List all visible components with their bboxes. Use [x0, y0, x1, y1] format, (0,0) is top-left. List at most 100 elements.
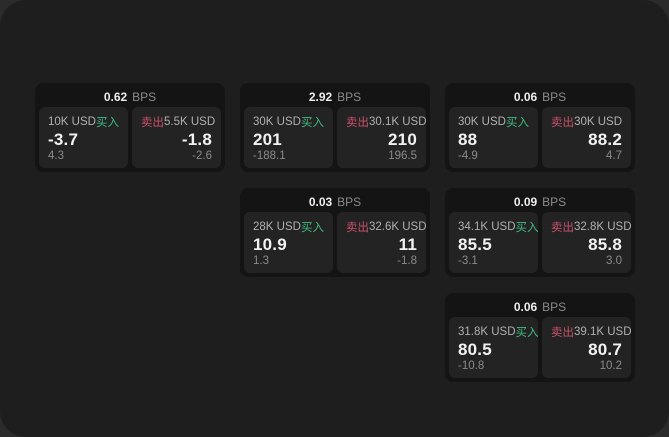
panels: 30K USD 买入 88 -4.9 卖出 30K USD 88.2 4.7: [449, 107, 631, 168]
buy-delta: -10.8: [458, 360, 485, 372]
sell-delta: 10.2: [599, 360, 622, 372]
panels: 31.8K USD 买入 80.5 -10.8 卖出 39.1K USD 80.…: [449, 317, 632, 378]
sell-delta: -2.6: [192, 150, 212, 162]
sell-side-label: 卖出: [346, 117, 369, 129]
sell-panel[interactable]: 卖出 32.6K USD 11 -1.8: [337, 212, 427, 273]
sell-panel[interactable]: 卖出 5.5K USD -1.8 -2.6: [132, 107, 221, 168]
sell-amount-label: 32.8K USD: [574, 221, 632, 233]
buy-delta: -188.1: [253, 150, 286, 162]
sell-side-label: 卖出: [551, 327, 574, 339]
cards-grid: 0.62 BPS 10K USD 买入 -3.7 4.3 卖出 5.5K USD…: [35, 83, 635, 382]
buy-price: -3.7: [48, 130, 79, 149]
sell-price: 80.7: [588, 340, 622, 359]
sell-delta: -1.8: [397, 255, 417, 267]
sell-side-label: 卖出: [551, 222, 574, 234]
sell-delta: 3.0: [606, 255, 622, 267]
buy-delta: 1.3: [253, 255, 269, 267]
sell-side-label: 卖出: [551, 117, 574, 129]
buy-delta: 4.3: [48, 150, 64, 162]
spread-unit: BPS: [542, 195, 567, 209]
buy-side-label: 买入: [301, 222, 324, 234]
sell-delta: 196.5: [388, 150, 417, 162]
sell-panel-top: 卖出 32.8K USD: [551, 219, 632, 235]
buy-panel-top: 30K USD 买入: [458, 114, 529, 130]
card-header: 0.06 BPS: [449, 297, 631, 317]
sell-side-label: 卖出: [346, 222, 369, 234]
buy-panel[interactable]: 30K USD 买入 201 -188.1: [244, 107, 333, 168]
sell-price: -1.8: [181, 130, 212, 149]
buy-panel[interactable]: 31.8K USD 买入 80.5 -10.8: [449, 317, 539, 378]
spread-unit: BPS: [542, 90, 567, 104]
sell-panel[interactable]: 卖出 30.1K USD 210 196.5: [337, 107, 427, 168]
price-card: 0.62 BPS 10K USD 买入 -3.7 4.3 卖出 5.5K USD…: [35, 83, 225, 172]
buy-panel[interactable]: 10K USD 买入 -3.7 4.3: [39, 107, 128, 168]
sell-price: 11: [398, 235, 417, 254]
sell-panel-top: 卖出 5.5K USD: [141, 114, 216, 130]
sell-panel-top: 卖出 39.1K USD: [551, 324, 632, 340]
buy-amount-label: 10K USD: [48, 116, 96, 128]
spread-unit: BPS: [542, 300, 567, 314]
buy-panel[interactable]: 30K USD 买入 88 -4.9: [449, 107, 538, 168]
sell-price: 210: [388, 130, 417, 149]
buy-price: 80.5: [458, 340, 492, 359]
buy-amount-label: 34.1K USD: [458, 221, 516, 233]
sell-price: 85.8: [588, 235, 622, 254]
buy-panel-top: 31.8K USD 买入: [458, 324, 539, 340]
price-card: 2.92 BPS 30K USD 买入 201 -188.1 卖出 30.1K …: [240, 83, 430, 172]
buy-panel-top: 30K USD 买入: [253, 114, 324, 130]
sell-amount-label: 30K USD: [574, 116, 622, 128]
sell-panel-top: 卖出 30.1K USD: [346, 114, 427, 130]
card-header: 0.03 BPS: [244, 192, 426, 212]
buy-price: 10.9: [253, 235, 287, 254]
sell-amount-label: 30.1K USD: [369, 116, 427, 128]
sell-amount-label: 5.5K USD: [164, 116, 216, 128]
buy-side-label: 买入: [515, 327, 539, 339]
sell-panel[interactable]: 卖出 39.1K USD 80.7 10.2: [542, 317, 632, 378]
card-header: 0.06 BPS: [449, 87, 631, 107]
buy-side-label: 买入: [515, 222, 539, 234]
buy-amount-label: 31.8K USD: [458, 326, 516, 338]
panels: 28K USD 买入 10.9 1.3 卖出 32.6K USD 11 -1.8: [244, 212, 427, 273]
buy-side-label: 买入: [96, 117, 119, 129]
buy-amount-label: 28K USD: [253, 221, 301, 233]
spread-value: 0.03: [308, 195, 333, 209]
buy-amount-label: 30K USD: [458, 116, 506, 128]
buy-delta: -3.1: [458, 255, 478, 267]
price-card: 0.09 BPS 34.1K USD 买入 85.5 -3.1 卖出 32.8K…: [445, 188, 635, 277]
card-header: 2.92 BPS: [244, 87, 426, 107]
spread-value: 0.06: [513, 90, 538, 104]
price-card: 0.06 BPS 31.8K USD 买入 80.5 -10.8 卖出 39.1…: [445, 293, 635, 382]
sell-panel[interactable]: 卖出 32.8K USD 85.8 3.0: [542, 212, 632, 273]
panels: 30K USD 买入 201 -188.1 卖出 30.1K USD 210 1…: [244, 107, 427, 168]
price-card: 0.03 BPS 28K USD 买入 10.9 1.3 卖出 32.6K US…: [240, 188, 430, 277]
buy-price: 85.5: [458, 235, 492, 254]
buy-panel-top: 28K USD 买入: [253, 219, 324, 235]
sell-delta: 4.7: [606, 150, 622, 162]
buy-panel-top: 34.1K USD 买入: [458, 219, 539, 235]
spread-value: 2.92: [308, 90, 333, 104]
spread-value: 0.09: [513, 195, 538, 209]
price-card: 0.06 BPS 30K USD 买入 88 -4.9 卖出 30K USD 8…: [445, 83, 635, 172]
spread-unit: BPS: [337, 90, 362, 104]
buy-price: 88: [458, 130, 478, 149]
panels: 10K USD 买入 -3.7 4.3 卖出 5.5K USD -1.8 -2.…: [39, 107, 221, 168]
sell-price: 88.2: [588, 130, 622, 149]
buy-panel[interactable]: 34.1K USD 买入 85.5 -3.1: [449, 212, 539, 273]
sell-panel[interactable]: 卖出 30K USD 88.2 4.7: [542, 107, 631, 168]
buy-price: 201: [253, 130, 282, 149]
sell-amount-label: 39.1K USD: [574, 326, 632, 338]
spread-unit: BPS: [337, 195, 362, 209]
buy-delta: -4.9: [458, 150, 478, 162]
sell-panel-top: 卖出 32.6K USD: [346, 219, 427, 235]
buy-panel[interactable]: 28K USD 买入 10.9 1.3: [244, 212, 333, 273]
card-header: 0.09 BPS: [449, 192, 631, 212]
panels: 34.1K USD 买入 85.5 -3.1 卖出 32.8K USD 85.8…: [449, 212, 632, 273]
buy-side-label: 买入: [506, 117, 529, 129]
buy-amount-label: 30K USD: [253, 116, 301, 128]
sell-amount-label: 32.6K USD: [369, 221, 427, 233]
card-header: 0.62 BPS: [39, 87, 221, 107]
spread-value: 0.62: [103, 90, 128, 104]
spread-unit: BPS: [132, 90, 157, 104]
sell-panel-top: 卖出 30K USD: [551, 114, 622, 130]
